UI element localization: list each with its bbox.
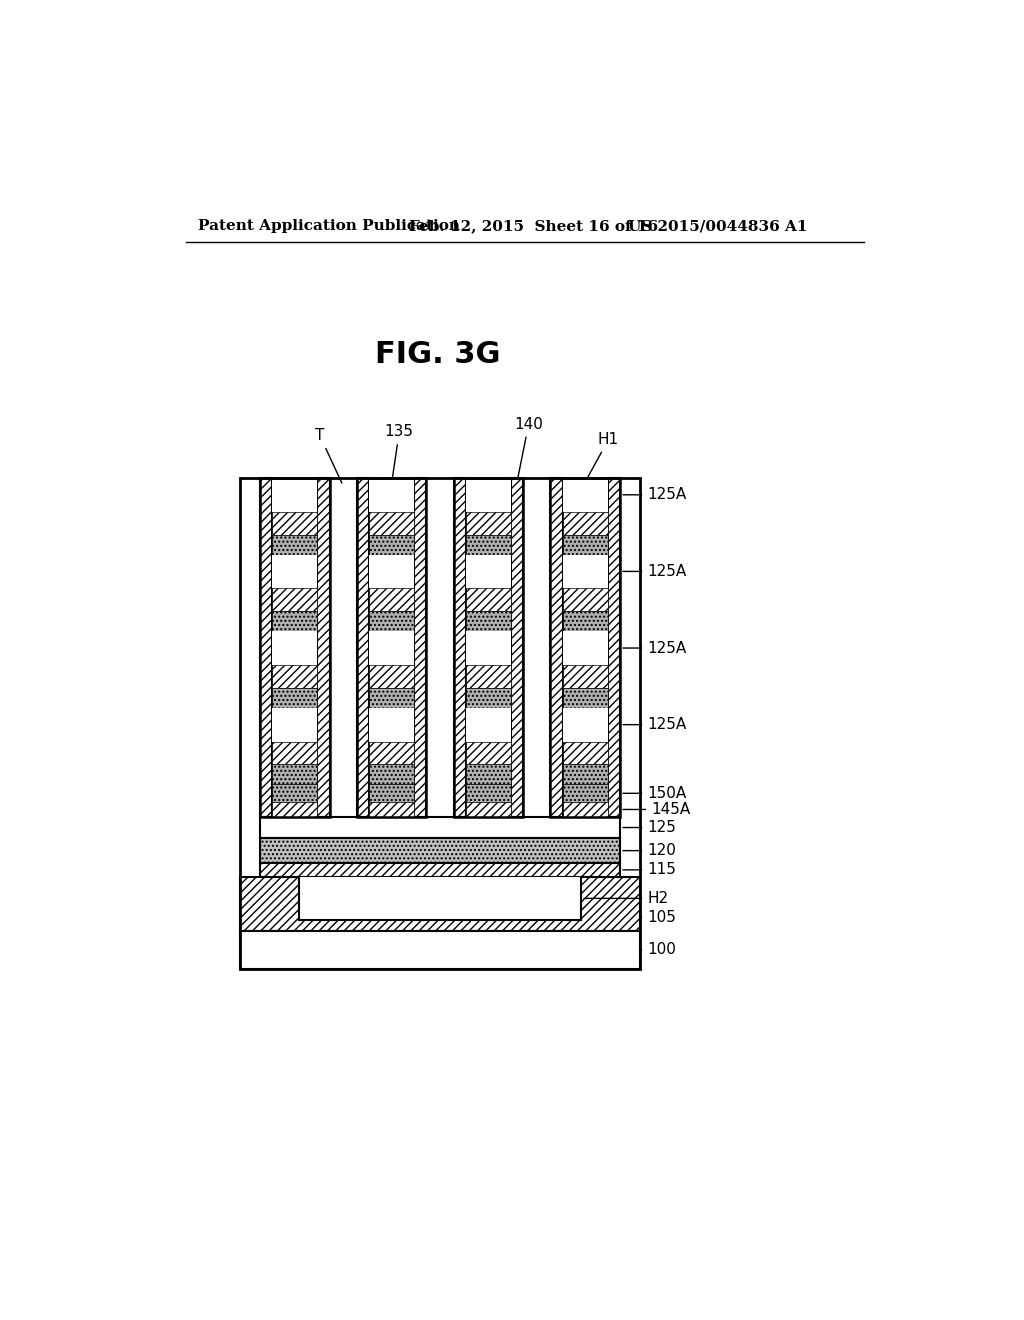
Bar xyxy=(272,742,317,764)
Bar xyxy=(466,554,511,589)
Bar xyxy=(454,478,523,817)
Bar xyxy=(454,478,466,817)
Bar xyxy=(369,764,414,784)
Bar xyxy=(369,665,414,688)
Bar xyxy=(550,478,563,817)
Bar xyxy=(272,764,317,784)
Text: H2: H2 xyxy=(584,891,669,906)
Bar xyxy=(563,742,607,764)
Bar xyxy=(272,688,317,708)
Bar xyxy=(272,554,317,589)
Bar xyxy=(272,631,317,665)
Bar xyxy=(272,611,317,631)
Bar xyxy=(272,535,317,554)
Text: 125A: 125A xyxy=(623,640,686,656)
Bar xyxy=(466,784,511,803)
Text: 120: 120 xyxy=(623,843,676,858)
Text: 125A: 125A xyxy=(623,717,686,733)
Bar xyxy=(414,478,426,817)
Bar xyxy=(466,478,511,512)
Bar xyxy=(466,589,511,611)
Bar xyxy=(369,554,414,589)
Bar xyxy=(563,688,607,708)
Bar xyxy=(563,803,607,817)
Bar xyxy=(466,803,511,817)
Bar xyxy=(466,764,511,784)
Text: 150A: 150A xyxy=(623,785,686,801)
Bar xyxy=(317,478,330,817)
Bar xyxy=(369,708,414,742)
Text: 105: 105 xyxy=(640,909,676,925)
Bar xyxy=(272,478,317,512)
Bar xyxy=(241,876,640,931)
Bar xyxy=(369,478,414,512)
Bar xyxy=(563,665,607,688)
Bar xyxy=(241,931,640,969)
Bar xyxy=(511,478,523,817)
Bar xyxy=(466,631,511,665)
Bar xyxy=(563,478,607,512)
Bar xyxy=(466,708,511,742)
Bar xyxy=(466,512,511,535)
Bar xyxy=(369,589,414,611)
Bar xyxy=(466,665,511,688)
Bar xyxy=(356,478,369,817)
Bar xyxy=(369,611,414,631)
Text: 125A: 125A xyxy=(623,564,686,579)
Bar xyxy=(369,512,414,535)
Bar xyxy=(563,589,607,611)
Bar xyxy=(563,631,607,665)
Bar xyxy=(260,863,621,876)
Text: 100: 100 xyxy=(640,942,676,957)
Text: H1: H1 xyxy=(587,432,620,479)
Bar xyxy=(356,478,426,817)
Bar xyxy=(272,708,317,742)
Bar xyxy=(260,478,272,817)
Text: US 2015/0044836 A1: US 2015/0044836 A1 xyxy=(628,219,807,234)
Text: 115: 115 xyxy=(623,862,676,878)
Bar xyxy=(563,554,607,589)
Bar xyxy=(272,784,317,803)
Text: 125: 125 xyxy=(623,820,676,836)
Bar xyxy=(369,631,414,665)
Bar xyxy=(466,535,511,554)
Bar xyxy=(369,535,414,554)
Bar xyxy=(466,742,511,764)
Bar xyxy=(369,742,414,764)
Text: Feb. 12, 2015  Sheet 16 of 16: Feb. 12, 2015 Sheet 16 of 16 xyxy=(409,219,657,234)
Bar xyxy=(563,708,607,742)
Bar xyxy=(607,478,621,817)
Bar xyxy=(272,512,317,535)
Text: T: T xyxy=(315,428,342,483)
Bar xyxy=(369,688,414,708)
Text: Patent Application Publication: Patent Application Publication xyxy=(198,219,460,234)
Bar xyxy=(260,838,621,863)
Bar xyxy=(272,803,317,817)
Bar xyxy=(272,589,317,611)
Bar xyxy=(369,784,414,803)
Bar xyxy=(241,478,640,969)
Bar xyxy=(369,803,414,817)
Bar xyxy=(272,665,317,688)
Text: FIG. 3G: FIG. 3G xyxy=(375,341,501,370)
Bar xyxy=(260,478,330,817)
Text: 125A: 125A xyxy=(623,487,686,503)
Bar xyxy=(563,784,607,803)
Text: 140: 140 xyxy=(514,417,543,479)
Text: 135: 135 xyxy=(385,424,414,482)
Bar xyxy=(550,478,621,817)
Bar xyxy=(563,611,607,631)
Bar xyxy=(563,764,607,784)
Bar xyxy=(563,535,607,554)
Bar xyxy=(563,512,607,535)
Bar xyxy=(466,688,511,708)
Bar xyxy=(299,876,582,920)
Text: 145A: 145A xyxy=(623,803,690,817)
Bar xyxy=(260,817,621,838)
Bar xyxy=(466,611,511,631)
